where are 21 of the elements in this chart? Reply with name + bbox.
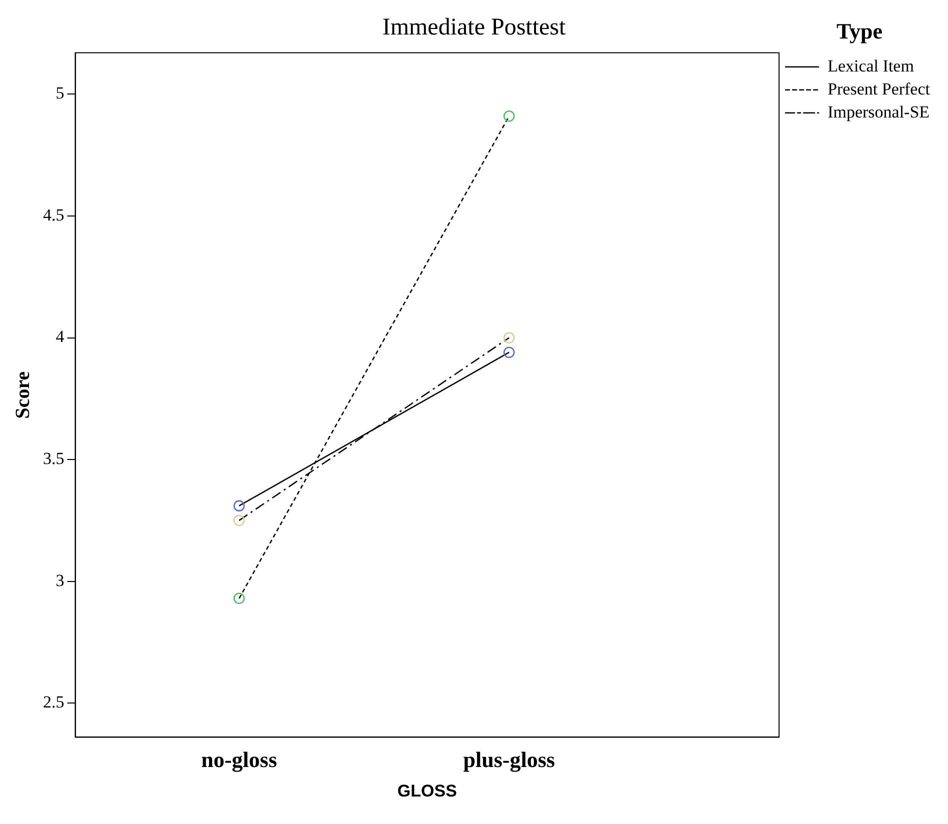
y-tick-label: 2.5 (43, 692, 64, 712)
legend-title: Type (836, 18, 883, 44)
y-axis-title: Score (12, 371, 34, 419)
legend-label: Present Perfect (828, 79, 930, 98)
point (233, 500, 245, 512)
y-tick-label: 4 (56, 327, 65, 346)
point (503, 346, 515, 358)
point (233, 592, 245, 604)
x-tick-label: no-gloss (201, 747, 278, 772)
x-tick-label: plus-gloss (463, 747, 556, 772)
point (233, 514, 245, 526)
legend-label: Impersonal-SE (828, 102, 930, 122)
y-tick-label: 3.5 (43, 449, 64, 468)
point (503, 332, 515, 344)
y-tick-label: 3 (56, 570, 64, 590)
chart-title: Immediate Posttest (382, 14, 566, 41)
y-tick-label: 5 (56, 84, 64, 103)
y-tick-label: 4.5 (43, 205, 64, 224)
point (503, 110, 515, 122)
x-axis-title: GLOSS (397, 781, 457, 800)
legend-label: Lexical Item (828, 56, 914, 76)
